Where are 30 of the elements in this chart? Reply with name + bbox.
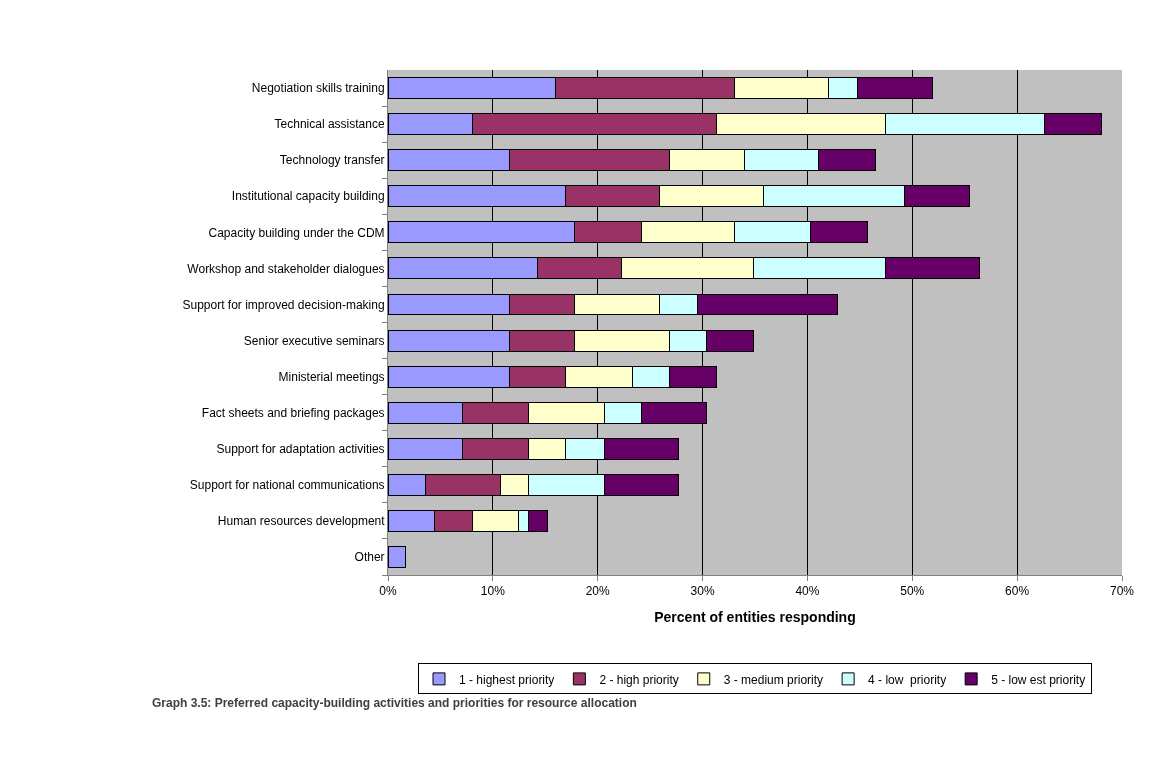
x-tick-label: 10% xyxy=(480,584,506,599)
x-tick-label: 20% xyxy=(585,584,611,599)
y-tick-label: Negotiation skills training xyxy=(251,81,385,96)
y-tick-label: Technical assistance xyxy=(274,117,385,132)
x-tick-label: 30% xyxy=(690,584,715,599)
y-tick-label: Workshop and stakeholder dialogues xyxy=(187,261,385,276)
caption: Graph 3.5: Preferred capacity-building activities and priorities for resource allocation xyxy=(152,696,637,710)
x-tick-label: 0% xyxy=(379,584,397,599)
x-tick-label: 60% xyxy=(1005,584,1030,599)
legend-label: 1 - highest priority xyxy=(459,672,555,687)
x-tick-label: 50% xyxy=(900,584,925,599)
legend-label: 5 - low est priority xyxy=(991,672,1086,687)
y-tick-label: Fact sheets and briefing packages xyxy=(201,405,385,420)
y-tick-label: Human resources development xyxy=(217,514,386,529)
y-tick-label: Ministerial meetings xyxy=(278,369,385,384)
legend-label: 2 - high priority xyxy=(599,672,679,687)
y-tick-label: Technology transfer xyxy=(279,153,385,168)
y-tick-label: Institutional capacity building xyxy=(231,189,385,204)
x-tick-label: 70% xyxy=(1109,584,1135,599)
y-tick-label: Support for improved decision-making xyxy=(182,297,385,312)
y-tick-label: Senior executive seminars xyxy=(243,333,385,348)
y-tick-label: Support for adaptation activities xyxy=(216,441,385,456)
y-tick-label: Other xyxy=(354,550,385,565)
x-tick-label: 40% xyxy=(795,584,820,599)
y-tick-label: Capacity building under the CDM xyxy=(208,225,385,240)
legend-label: 3 - medium priority xyxy=(723,672,824,687)
y-tick-label: Support for national communications xyxy=(189,478,385,493)
x-axis-title: Percent of entities responding xyxy=(654,608,856,625)
bar xyxy=(388,546,407,568)
legend-label: 4 - low priority xyxy=(868,672,947,687)
